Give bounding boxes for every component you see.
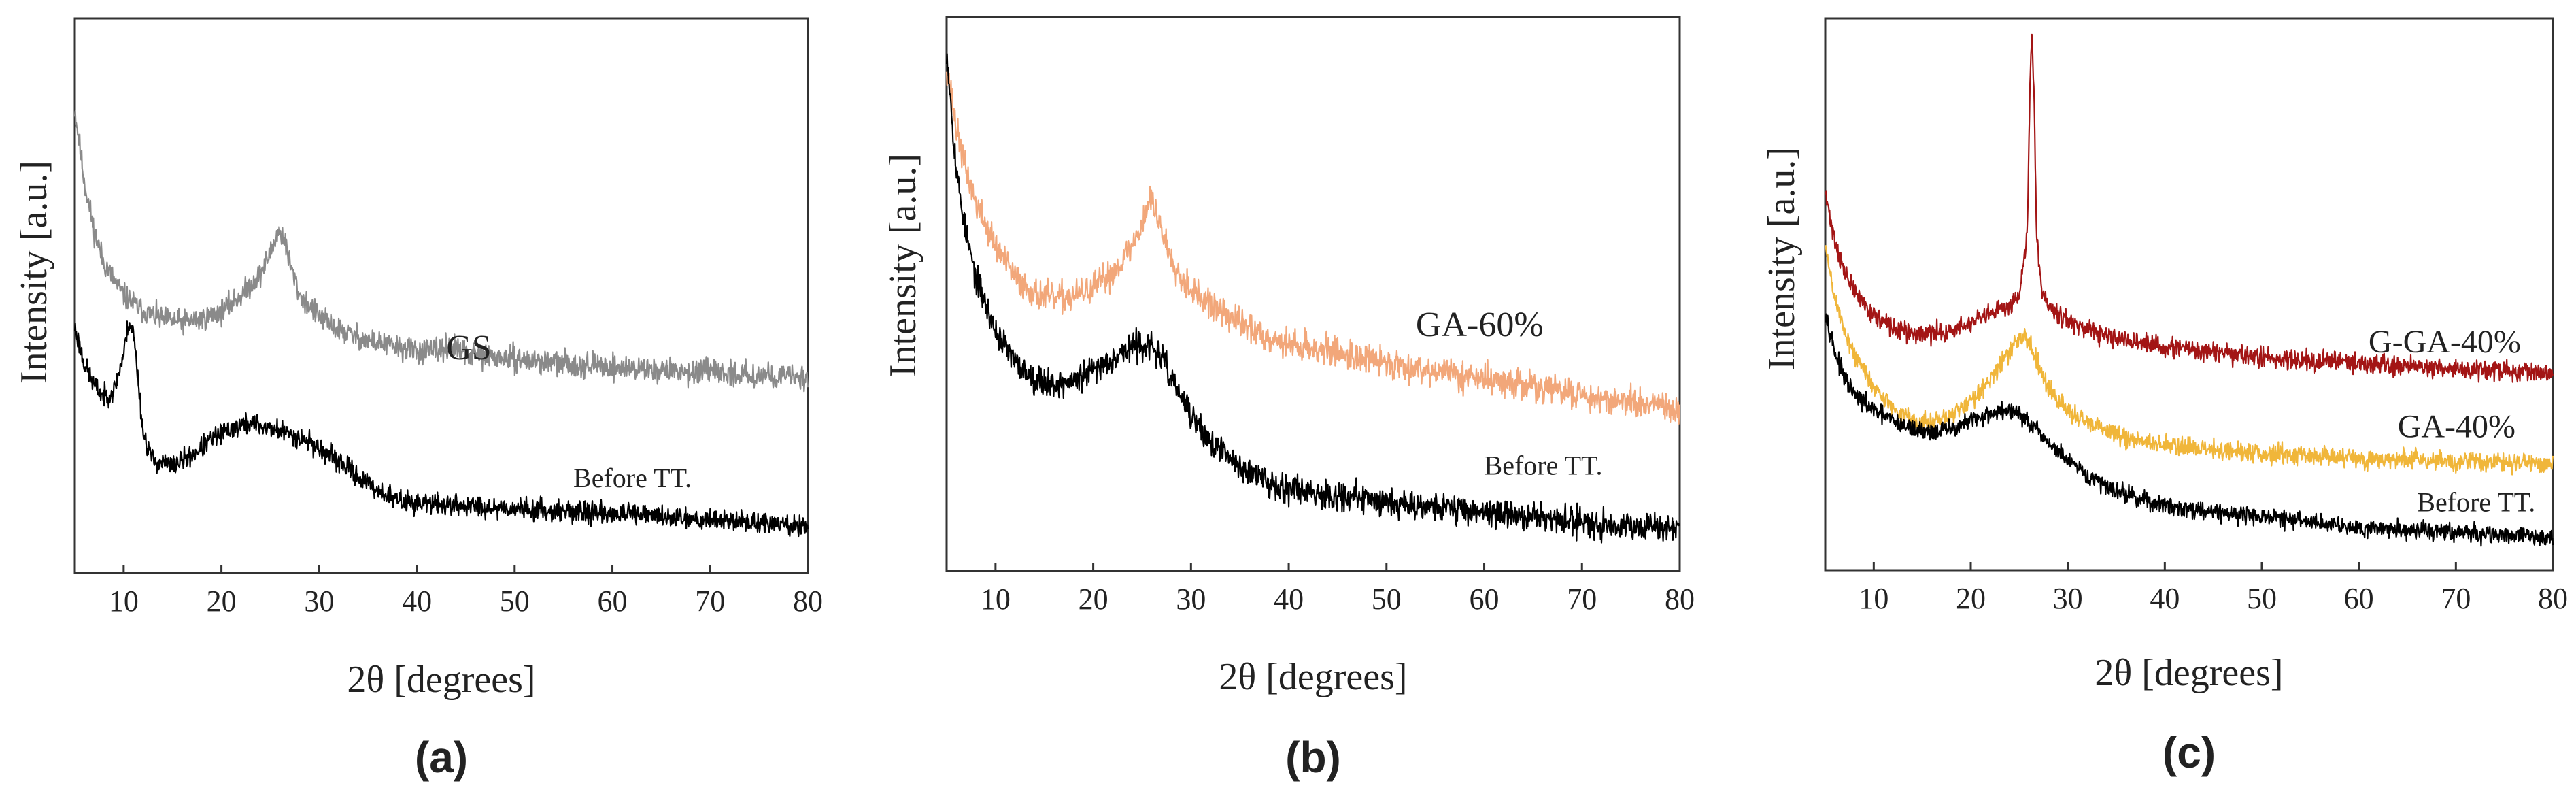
panel-a-trace-before-tt (73, 320, 809, 538)
panel-a-x-tick-label: 80 (793, 584, 823, 618)
panel-b-x-tick-label: 20 (1079, 582, 1108, 616)
panel-b-x-tick-label: 30 (1176, 582, 1206, 616)
panel-c-series-label-g-ga-40: G-GA-40% (2369, 324, 2521, 360)
panel-b-x-tick-label: 80 (1665, 582, 1695, 616)
panel-a-series-label-gs: GS (446, 329, 491, 367)
panel-a-y-axis-title: Intensity [a.u.] (13, 161, 55, 384)
panel-b-x-tick-label: 60 (1470, 582, 1499, 616)
panel-c-x-tick-label: 30 (2053, 582, 2083, 615)
panel-c-x-axis-title: 2θ [degrees] (2095, 652, 2283, 694)
panel-b-x-ticks: 10 20 30 40 50 60 70 80 (981, 563, 1695, 616)
panel-c-series-label-before-tt: Before TT. (2417, 486, 2535, 517)
panel-a-x-tick-label: 30 (304, 584, 334, 618)
panel-a-label: (a) (415, 733, 468, 782)
panel-c-x-tick-label: 60 (2344, 582, 2374, 615)
panel-b-label: (b) (1285, 733, 1341, 782)
panel-a-traces (73, 110, 809, 538)
panel-c-label: (c) (2163, 728, 2216, 777)
panel-b-y-axis-title: Intensity [a.u.] (882, 154, 924, 377)
panel-b-series-label-ga-60: GA-60% (1416, 306, 1544, 344)
panel-c-trace-before-tt (1824, 313, 2554, 547)
panel-c-trace-g-ga-40 (1825, 33, 2554, 383)
panel-a-plot-frame (73, 17, 809, 574)
panel-c-traces (1824, 33, 2554, 547)
panel-b-trace-ga-60 (945, 71, 1681, 425)
panel-b-plot-frame (945, 16, 1681, 572)
panel-c-x-tick-label: 80 (2538, 582, 2568, 615)
panel-b-x-tick-label: 40 (1274, 582, 1304, 616)
panel-c-x-tick-label: 50 (2247, 582, 2277, 615)
panel-a-x-axis-title: 2θ [degrees] (347, 659, 535, 701)
panel-b-series-labels: GA-60% Before TT. (1416, 306, 1603, 480)
panel-c-trace-ga-40 (1824, 245, 2554, 476)
panel-c-series-label-ga-40: GA-40% (2398, 408, 2515, 444)
panel-a-x-tick-label: 70 (695, 584, 725, 618)
panel-c: 10 20 30 40 50 60 70 80 G-GA-40% GA-40% Before TT… (1761, 17, 2568, 777)
panel-a-trace-gs (73, 110, 809, 393)
panel-a-x-tick-label: 50 (500, 584, 530, 618)
panel-c-series-labels: G-GA-40% GA-40% Before TT. (2369, 324, 2535, 518)
panel-b: 10 20 30 40 50 60 70 80 GA-60% Before TT. 2θ [de… (882, 16, 1695, 782)
panel-c-y-axis-title: Intensity [a.u.] (1761, 147, 1803, 370)
panel-b-x-tick-label: 50 (1372, 582, 1402, 616)
panel-a-x-tick-label: 40 (402, 584, 432, 618)
panel-b-series-label-before-tt: Before TT. (1485, 450, 1603, 480)
panel-a-x-ticks: 10 20 30 40 50 60 70 80 (109, 565, 823, 618)
panel-a: 10 20 30 40 50 60 70 80 GS Before TT. 2θ [degree… (13, 17, 823, 782)
panel-c-x-ticks: 10 20 30 40 50 60 70 80 (1859, 562, 2568, 615)
panel-b-traces (945, 53, 1681, 544)
panel-c-x-tick-label: 70 (2441, 582, 2471, 615)
panel-b-x-axis-title: 2θ [degrees] (1219, 656, 1407, 698)
panel-b-trace-before-tt (945, 53, 1680, 544)
panel-c-x-tick-label: 10 (1859, 582, 1888, 615)
panel-b-x-tick-label: 70 (1567, 582, 1597, 616)
panel-c-plot-frame (1824, 17, 2554, 572)
panel-c-x-tick-label: 40 (2150, 582, 2180, 615)
panel-b-x-tick-label: 10 (981, 582, 1011, 616)
panel-a-x-tick-label: 20 (207, 584, 237, 618)
panel-a-series-labels: GS Before TT. (446, 329, 692, 493)
panel-a-x-tick-label: 10 (109, 584, 139, 618)
panel-c-x-tick-label: 20 (1956, 582, 1986, 615)
panel-a-x-tick-label: 60 (598, 584, 628, 618)
panel-a-series-label-before-tt: Before TT. (573, 463, 692, 493)
